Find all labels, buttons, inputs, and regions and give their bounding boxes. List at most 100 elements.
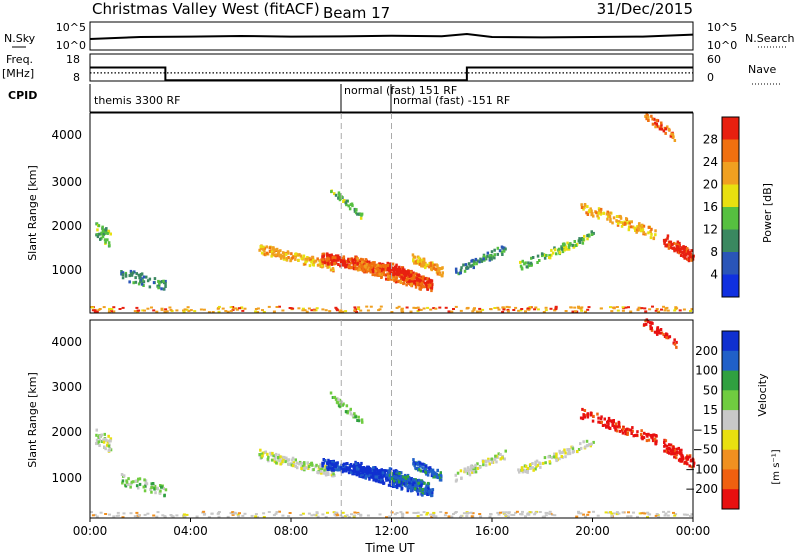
scatter-cell bbox=[357, 464, 360, 468]
scatter-cell bbox=[567, 247, 571, 251]
scatter-cell bbox=[631, 429, 634, 433]
velocity-colorbar-swatch bbox=[722, 489, 739, 510]
scatter-cell bbox=[350, 513, 353, 516]
scatter-cell bbox=[139, 273, 143, 276]
power-colorbar-swatch bbox=[722, 162, 739, 185]
scatter-cell bbox=[254, 308, 258, 310]
scatter-cell bbox=[103, 432, 106, 436]
scatter-cell bbox=[326, 470, 330, 473]
scatter-cell bbox=[577, 307, 581, 310]
scatter-cell bbox=[259, 247, 263, 250]
scatter-cell bbox=[662, 510, 665, 513]
scatter-cell bbox=[683, 250, 686, 253]
scatter-cell bbox=[102, 438, 105, 442]
scatter-cell bbox=[313, 260, 316, 264]
scatter-cell bbox=[254, 513, 258, 516]
scatter-cell bbox=[351, 413, 355, 417]
scatter-cell bbox=[585, 211, 588, 215]
scatter-cell bbox=[302, 254, 306, 258]
scatter-cell bbox=[410, 477, 413, 481]
scatter-cell bbox=[392, 275, 396, 279]
scatter-cell bbox=[418, 487, 422, 491]
scatter-cell bbox=[667, 447, 670, 451]
scatter-cell bbox=[345, 466, 348, 470]
scatter-cell bbox=[164, 488, 168, 492]
scatter-cell bbox=[361, 420, 364, 424]
scatter-cell bbox=[364, 470, 367, 474]
scatter-cell bbox=[148, 285, 152, 289]
scatter-cell bbox=[409, 488, 413, 492]
time-tick-label: 04:00 bbox=[173, 524, 208, 538]
scatter-cell bbox=[95, 310, 99, 313]
scatter-cell bbox=[164, 285, 167, 288]
cpid-label: CPID bbox=[8, 89, 37, 102]
scatter-cell bbox=[615, 511, 619, 514]
scatter-cell bbox=[544, 309, 548, 312]
scatter-cell bbox=[658, 127, 662, 131]
scatter-cell bbox=[112, 306, 116, 309]
power-colorbar-tick: 12 bbox=[703, 223, 718, 237]
scatter-cell bbox=[283, 455, 286, 459]
scatter-cell bbox=[189, 309, 193, 312]
scatter-cell bbox=[667, 127, 671, 131]
nave-ytick-top: 60 bbox=[707, 53, 721, 66]
scatter-cell bbox=[677, 458, 681, 462]
scatter-cell bbox=[654, 121, 657, 125]
scatter-cell bbox=[649, 230, 652, 233]
scatter-cell bbox=[146, 307, 150, 310]
scatter-cell bbox=[347, 259, 350, 263]
scatter-cell bbox=[615, 215, 619, 218]
scatter-cell bbox=[399, 269, 403, 273]
scatter-cell bbox=[543, 456, 547, 460]
scatter-cell bbox=[303, 309, 307, 312]
scatter-cell bbox=[664, 307, 668, 310]
scatter-cell bbox=[108, 513, 111, 516]
scatter-cell bbox=[143, 309, 146, 312]
scatter-cell bbox=[321, 513, 325, 516]
scatter-cell bbox=[501, 511, 505, 514]
scatter-cell bbox=[690, 249, 693, 253]
scatter-cell bbox=[392, 277, 395, 281]
scatter-cell bbox=[392, 267, 395, 271]
scatter-cell bbox=[418, 260, 421, 264]
scatter-cell bbox=[310, 309, 314, 312]
scatter-cell bbox=[341, 511, 345, 514]
scatter-cell bbox=[455, 478, 458, 482]
scatter-cell bbox=[680, 247, 683, 250]
scatter-cell bbox=[641, 437, 644, 441]
scatter-cell bbox=[393, 279, 396, 283]
scatter-cell bbox=[592, 214, 595, 218]
scatter-cell bbox=[657, 331, 660, 335]
scatter-cell bbox=[376, 272, 380, 276]
sky-noise-frame bbox=[89, 21, 694, 51]
scatter-cell bbox=[392, 270, 395, 274]
scatter-cell bbox=[375, 467, 378, 471]
scatter-cell bbox=[540, 252, 544, 256]
scatter-cell bbox=[544, 511, 548, 514]
scatter-cell bbox=[629, 225, 633, 229]
scatter-cell bbox=[390, 277, 393, 281]
scatter-cell bbox=[334, 462, 337, 466]
scatter-cell bbox=[270, 458, 274, 462]
scatter-cell bbox=[256, 307, 260, 310]
scatter-cell bbox=[671, 242, 674, 246]
scatter-cell bbox=[426, 492, 429, 496]
scatter-cell bbox=[315, 307, 319, 310]
scatter-cell bbox=[430, 279, 434, 283]
power-ytick-4000: 4000 bbox=[51, 128, 82, 142]
scatter-cell bbox=[182, 513, 186, 516]
scatter-cell bbox=[418, 287, 421, 291]
scatter-cell bbox=[564, 455, 567, 459]
scatter-cell bbox=[334, 256, 337, 260]
scatter-cell bbox=[352, 468, 356, 472]
scatter-cell bbox=[655, 122, 658, 126]
scatter-cell bbox=[665, 336, 668, 340]
scatter-cell bbox=[333, 262, 337, 266]
scatter-cell bbox=[464, 470, 467, 474]
scatter-cell bbox=[655, 434, 658, 438]
scatter-cell bbox=[419, 282, 422, 286]
scatter-cell bbox=[663, 444, 666, 448]
scatter-cell bbox=[690, 308, 694, 311]
scatter-cell bbox=[426, 481, 430, 485]
scatter-cell bbox=[406, 277, 409, 281]
